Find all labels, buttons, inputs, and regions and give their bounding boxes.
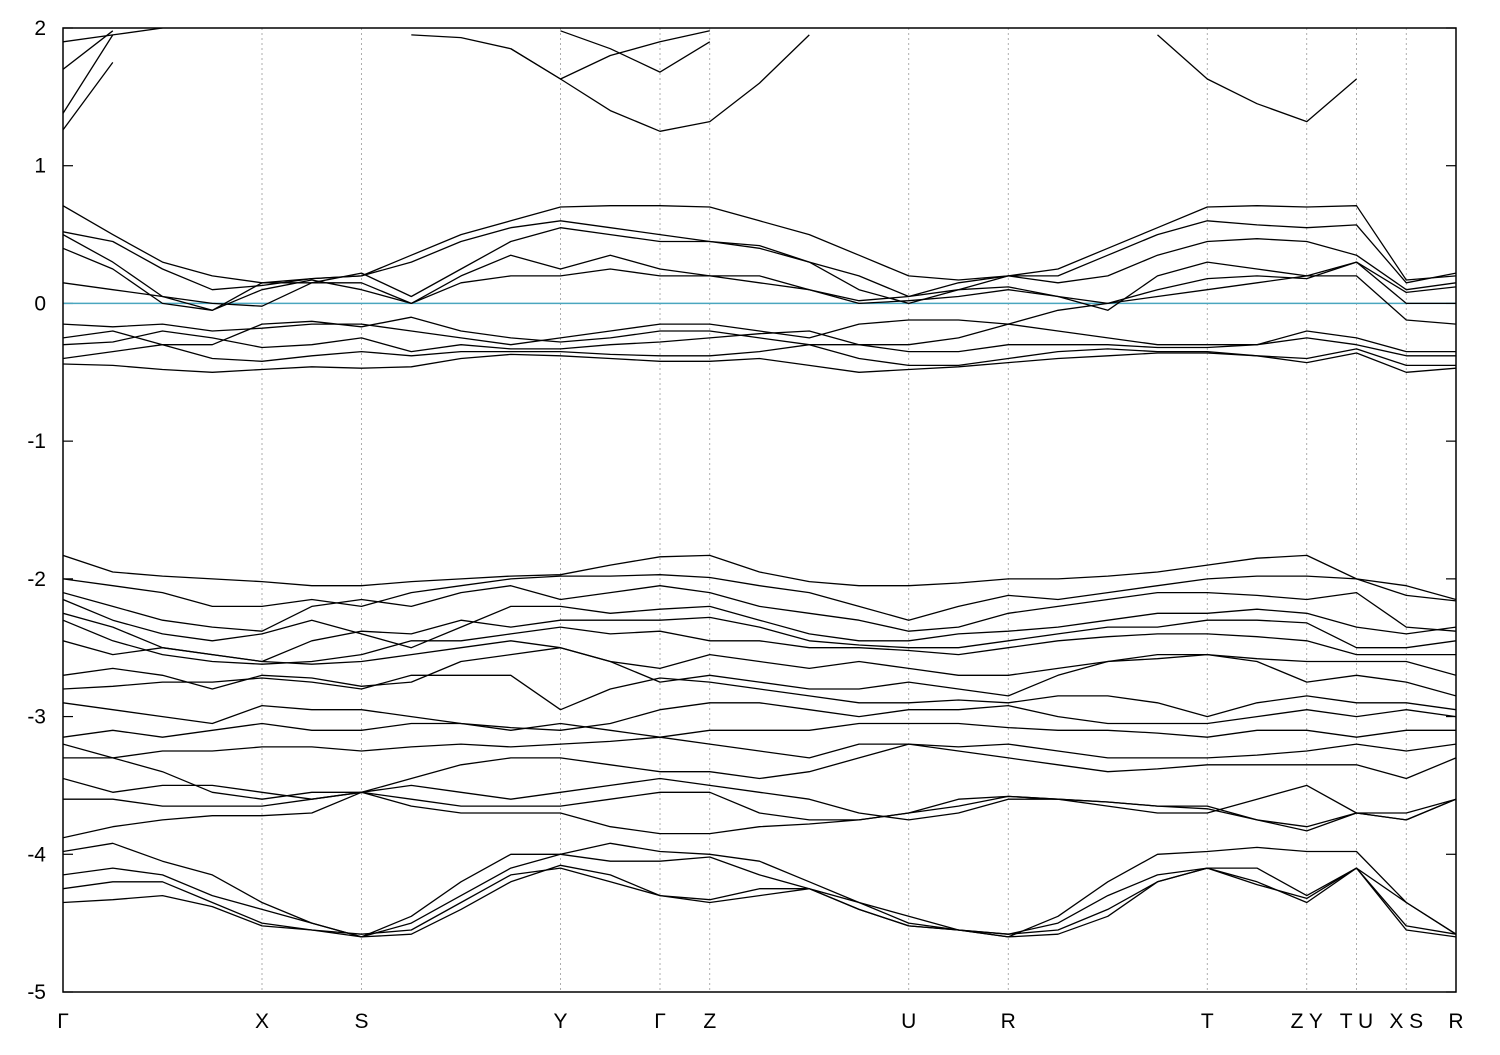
band-line — [63, 791, 1456, 828]
x-tick-label: R — [1001, 1010, 1016, 1033]
band-line — [63, 316, 1456, 353]
x-tick-label: Γ — [654, 1010, 666, 1033]
band-line — [63, 722, 1456, 738]
band-line — [63, 554, 1456, 601]
band-line — [63, 344, 1456, 367]
band-line — [63, 743, 1456, 800]
band-line — [63, 619, 1456, 665]
band-line — [63, 220, 1456, 298]
band-line — [63, 247, 1456, 311]
band-line — [63, 275, 1456, 346]
x-tick-label: X — [255, 1010, 269, 1033]
x-tick-label: S — [354, 1010, 368, 1033]
x-tick-label: Z — [703, 1010, 716, 1033]
x-tick-label: X S — [1389, 1010, 1423, 1033]
band-line — [63, 702, 1456, 731]
band-line — [63, 842, 1456, 938]
band-line — [63, 736, 1456, 759]
band-line — [63, 574, 1456, 621]
band-line — [63, 261, 1456, 307]
plot-frame — [62, 27, 1457, 993]
y-tick-label: -1 — [27, 430, 46, 453]
band-line — [63, 647, 1456, 697]
band-line — [63, 640, 1456, 676]
band-line — [63, 612, 1456, 663]
x-tick-label: Y — [553, 1010, 567, 1033]
x-tick-label: R — [1448, 1010, 1463, 1033]
band-line — [63, 867, 1456, 935]
band-line — [63, 585, 1456, 632]
grid — [62, 27, 1457, 993]
x-tick-label: T U — [1340, 1010, 1373, 1033]
band-line — [63, 598, 1456, 649]
x-tick-label: Γ — [57, 1010, 69, 1033]
band-line — [63, 777, 1456, 821]
y-tick-label: 0 — [34, 292, 46, 315]
band-line — [63, 30, 710, 114]
y-tick-label: 1 — [34, 155, 46, 178]
band-line — [63, 28, 163, 43]
y-tick-label: -4 — [27, 843, 46, 866]
y-tick-label: -5 — [27, 981, 46, 1004]
band-line — [63, 352, 1456, 373]
y-tick-label: 2 — [34, 17, 46, 40]
band-line — [63, 330, 1456, 357]
y-tick-label: -3 — [27, 706, 46, 729]
band-line — [63, 205, 1456, 284]
band-line — [63, 791, 1456, 839]
band-line — [63, 853, 1456, 938]
y-tick-label: -2 — [27, 568, 46, 591]
band-line — [63, 30, 711, 73]
x-tick-label: T — [1201, 1010, 1214, 1033]
x-tick-label: U — [901, 1010, 916, 1033]
band-line — [63, 674, 1456, 718]
band-line — [63, 864, 1456, 938]
band-line — [63, 227, 1456, 311]
axis-labels: -5 -4 -3 -2 -1 0 1 2 Γ X S Y Γ Z U R T Z Y T U X S R — [27, 17, 1463, 1033]
x-tick-label: Z Y — [1291, 1010, 1323, 1033]
bands — [63, 28, 1456, 938]
